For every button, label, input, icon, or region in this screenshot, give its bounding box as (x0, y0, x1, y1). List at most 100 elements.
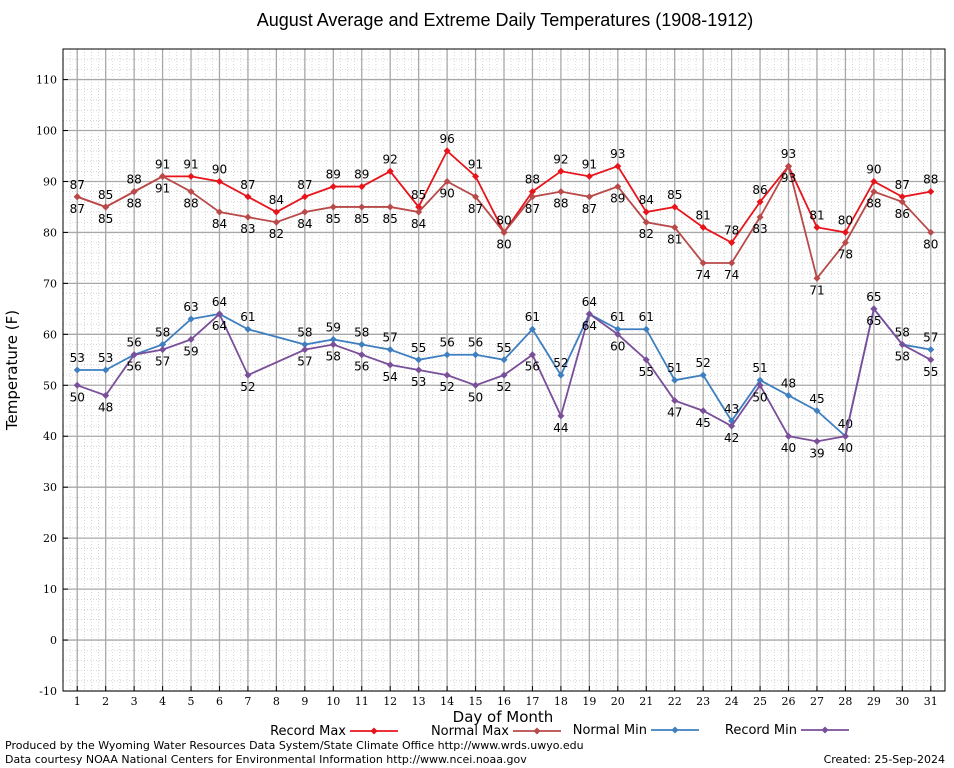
data-label: 88 (126, 197, 141, 211)
data-point (187, 335, 195, 343)
data-point (159, 346, 167, 354)
data-label: 91 (155, 181, 170, 195)
data-point (415, 366, 423, 374)
y-tick-label: 40 (43, 430, 57, 443)
data-point (528, 193, 536, 201)
legend-marker (533, 727, 541, 735)
data-label: 56 (525, 360, 540, 374)
data-label: 87 (468, 202, 483, 216)
data-point (870, 305, 878, 313)
data-point (301, 346, 309, 354)
data-label: 60 (610, 339, 625, 353)
data-point (841, 228, 849, 236)
data-label: 42 (724, 431, 739, 445)
data-label: 92 (383, 152, 398, 166)
data-point (130, 351, 138, 359)
data-point (756, 198, 764, 206)
x-tick-label: 8 (273, 695, 280, 708)
data-point (443, 177, 451, 185)
data-label: 84 (269, 193, 284, 207)
x-tick-label: 19 (582, 695, 596, 708)
data-label: 80 (496, 213, 511, 227)
x-tick-label: 31 (924, 695, 938, 708)
data-point (642, 325, 650, 333)
data-point (73, 193, 81, 201)
data-label: 87 (240, 178, 255, 192)
data-point (528, 188, 536, 196)
data-point (728, 239, 736, 247)
data-label: 88 (525, 173, 540, 187)
data-label: 88 (866, 197, 881, 211)
y-tick-label: 110 (36, 74, 57, 87)
series-line (77, 306, 931, 438)
data-point (358, 183, 366, 191)
data-point (870, 177, 878, 185)
data-label: 74 (696, 268, 711, 282)
x-tick-label: 25 (753, 695, 767, 708)
data-point (585, 172, 593, 180)
data-label: 78 (838, 248, 853, 262)
data-point (329, 203, 337, 211)
data-label: 52 (696, 356, 711, 370)
data-point (585, 193, 593, 201)
data-label: 53 (98, 351, 113, 365)
data-point (785, 391, 793, 399)
plot-frame (62, 48, 946, 692)
x-tick-label: 26 (782, 695, 796, 708)
data-point (443, 351, 451, 359)
data-label: 90 (866, 162, 881, 176)
data-point (671, 223, 679, 231)
data-point (472, 193, 480, 201)
x-tick-label: 24 (725, 695, 739, 708)
data-label: 74 (724, 268, 739, 282)
data-label: 83 (240, 222, 255, 236)
data-point (642, 208, 650, 216)
data-point (443, 147, 451, 155)
data-label: 81 (696, 208, 711, 222)
y-tick-label: 60 (43, 328, 57, 341)
data-point (215, 310, 223, 318)
data-label: 91 (468, 157, 483, 171)
data-label: 65 (866, 314, 881, 328)
data-label: 96 (439, 132, 454, 146)
data-label: 45 (696, 416, 711, 430)
data-label: 54 (383, 370, 398, 384)
data-label: 91 (582, 157, 597, 171)
data-point (415, 203, 423, 211)
data-label: 61 (610, 310, 625, 324)
data-label: 88 (126, 173, 141, 187)
data-label: 56 (439, 336, 454, 350)
data-label: 82 (269, 227, 284, 241)
data-point (272, 218, 280, 226)
x-tick-label: 15 (469, 695, 483, 708)
data-point (557, 371, 565, 379)
data-point (642, 218, 650, 226)
y-tick-label: 20 (43, 532, 57, 545)
data-label: 57 (923, 331, 938, 345)
x-tick-label: 12 (383, 695, 397, 708)
x-tick-label: 7 (244, 695, 251, 708)
data-label: 51 (752, 361, 767, 375)
data-label: 89 (354, 168, 369, 182)
data-point (500, 228, 508, 236)
data-label: 91 (183, 157, 198, 171)
data-label: 93 (781, 147, 796, 161)
data-point (472, 351, 480, 359)
x-tick-label: 14 (440, 695, 454, 708)
legend-entry-label: Normal Max (431, 724, 509, 739)
data-point (301, 208, 309, 216)
data-label: 64 (212, 319, 227, 333)
footer-created-date: Created: 25-Sep-2024 (824, 753, 945, 766)
data-label: 47 (667, 406, 682, 420)
data-label: 85 (667, 188, 682, 202)
data-label: 61 (639, 310, 654, 324)
data-label: 89 (610, 192, 625, 206)
data-label: 89 (326, 168, 341, 182)
x-tick-label: 29 (867, 695, 881, 708)
data-label: 65 (866, 290, 881, 304)
data-point (329, 335, 337, 343)
data-label: 40 (781, 441, 796, 455)
data-label: 55 (923, 365, 938, 379)
series-line (76, 306, 932, 443)
data-label: 43 (724, 402, 739, 416)
